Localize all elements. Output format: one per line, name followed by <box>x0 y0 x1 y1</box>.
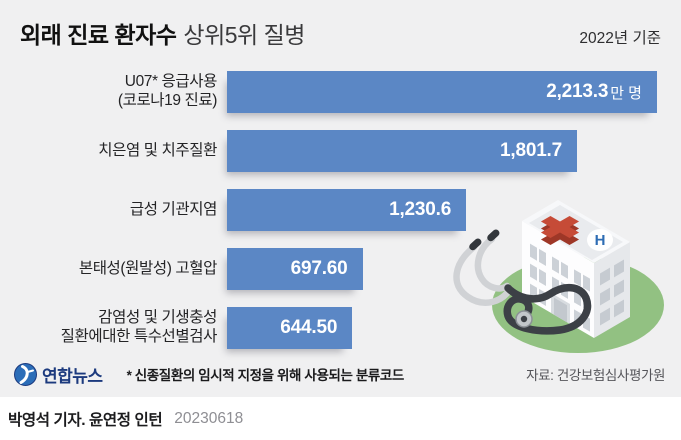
brand: 연합뉴스 <box>14 362 103 387</box>
bar-value-label: 2,213.3 <box>546 81 609 102</box>
footnote: * 신종질환의 임시적 지정을 위해 사용되는 분류코드 <box>126 368 405 383</box>
bar: 1,230.6 <box>227 189 467 231</box>
header: 외래 진료 환자수 상위5위 질병 2022년 기준 <box>20 16 661 50</box>
bar-label: 본태성(원발성) 고혈압 <box>78 259 218 277</box>
bar: 2,213.3 만 명 <box>227 71 657 113</box>
bar-row: 감염성 및 기생충성 질환에대한 특수선별검사 644.50 <box>20 307 657 349</box>
bar-chart: U07* 응급사용 (코로나19 진료) 2,213.3 만 명 치은염 및 치주… <box>20 71 657 366</box>
credit-strip: 박영석 기자. 윤연정 인턴 20230618 <box>0 397 681 440</box>
infographic-panel: 외래 진료 환자수 상위5위 질병 2022년 기준 U07* 응급사용 (코로나… <box>0 0 681 397</box>
bar-row: 본태성(원발성) 고혈압 697.60 <box>20 248 657 290</box>
bar: 644.50 <box>227 307 353 349</box>
bar-track: 644.50 <box>227 307 657 349</box>
bar-track: 1,801.7 <box>227 130 657 172</box>
bar-label: 감염성 및 기생충성 질환에대한 특수선별검사 <box>60 309 218 345</box>
publish-date: 20230618 <box>174 409 244 427</box>
bar-value-label: 644.50 <box>280 317 338 338</box>
bar-track: 2,213.3 만 명 <box>227 71 657 113</box>
yonhap-logo-icon <box>14 362 37 386</box>
bar-value-label: 1,230.6 <box>389 199 452 220</box>
bar: 1,801.7 <box>227 130 578 172</box>
bar-label: U07* 응급사용 (코로나19 진료) <box>117 73 218 109</box>
bar-track: 697.60 <box>227 248 657 290</box>
title-sub: 상위5위 질병 <box>183 22 305 48</box>
bar-value-label: 1,801.7 <box>500 140 563 161</box>
title-main: 외래 진료 환자수 <box>20 22 177 48</box>
reference-period: 2022년 기준 <box>579 30 661 47</box>
bar-value-unit: 만 명 <box>610 84 642 102</box>
brand-name: 연합뉴스 <box>42 366 103 386</box>
bar-value-label: 697.60 <box>290 258 348 279</box>
page-title: 외래 진료 환자수 상위5위 질병 <box>20 16 305 50</box>
bar-label: 급성 기관지염 <box>129 200 217 218</box>
bar-row: 치은염 및 치주질환 1,801.7 <box>20 130 657 172</box>
data-source: 자료: 건강보험심사평가원 <box>526 368 665 383</box>
bar: 697.60 <box>227 248 363 290</box>
bar-row: U07* 응급사용 (코로나19 진료) 2,213.3 만 명 <box>20 71 657 113</box>
bar-track: 1,230.6 <box>227 189 657 231</box>
bar-label: 치은염 및 치주질환 <box>98 141 217 159</box>
bar-row: 급성 기관지염 1,230.6 <box>20 189 657 231</box>
panel-footer: 연합뉴스 * 신종질환의 임시적 지정을 위해 사용되는 분류코드 자료: 건강… <box>14 357 665 391</box>
byline: 박영석 기자. 윤연정 인턴 <box>8 411 163 429</box>
